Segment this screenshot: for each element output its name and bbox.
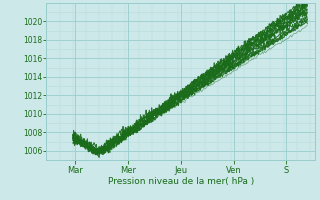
X-axis label: Pression niveau de la mer( hPa ): Pression niveau de la mer( hPa ): [108, 177, 254, 186]
